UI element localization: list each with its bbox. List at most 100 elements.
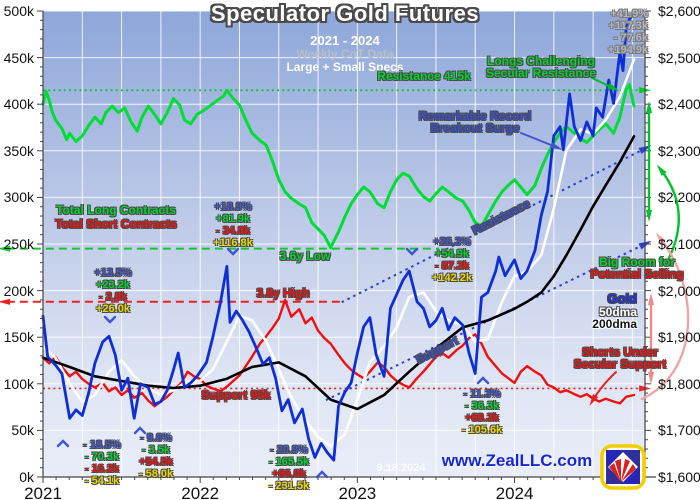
cot-extreme-marker-down bbox=[103, 315, 117, 324]
breakout-pointer-arrow bbox=[520, 132, 557, 148]
series-gold-50dma bbox=[41, 58, 636, 448]
arrow-head bbox=[656, 164, 667, 176]
annotation-line: - 36.3k bbox=[464, 400, 500, 412]
annotation-stats-current: +41.9% +117.3k - 77.6k +194.9k bbox=[608, 8, 648, 56]
annotation-line: 3.6y Low bbox=[279, 249, 331, 263]
annotation-line: Breakout Surge bbox=[430, 121, 520, 135]
annotation-stats-2021-mar: - 18.5% - 70.3k - 16.2k - 54.1k bbox=[83, 439, 121, 487]
y-left-tick-label: 350k bbox=[3, 142, 34, 159]
annotation-line: - 20.9% bbox=[270, 444, 308, 456]
title-specs: Large + Small Specs bbox=[286, 60, 404, 74]
annotation-shorts-under-label: Shorts Under Secular Support bbox=[574, 346, 667, 370]
annotation-longs-challenging-label: Longs Challenging Secular Resistance bbox=[486, 55, 596, 79]
annotation-legend-longs: Total Long Contracts bbox=[56, 204, 176, 216]
annotation-stats-2022-mar: +18.9% +81.9k - 34.8k +116.8k bbox=[213, 201, 252, 249]
annotation-line: - 34.8k bbox=[215, 225, 251, 237]
cot-extreme-marker-down bbox=[226, 247, 240, 256]
annotation-line: - 105.6k bbox=[461, 424, 503, 436]
annotation-line: - 16.2k bbox=[84, 463, 120, 475]
shorts-pointer-arrow bbox=[592, 371, 617, 401]
annotation-line: +23.2k bbox=[96, 279, 130, 291]
annotation-line: +69.3k bbox=[465, 412, 499, 424]
annotation-line: Gold bbox=[607, 291, 637, 306]
chart-date: 9.18.2024 bbox=[376, 462, 426, 474]
arrow-head bbox=[645, 209, 653, 222]
y-right-tick-label: $2,000 bbox=[658, 282, 700, 299]
page-title: Speculator Gold Futures bbox=[210, 1, 480, 26]
y-right-tick-label: $2,200 bbox=[658, 189, 700, 206]
cot-extreme-marker-up bbox=[133, 426, 147, 435]
arrow-head bbox=[647, 293, 655, 306]
arrow-head bbox=[647, 371, 655, 384]
trend-line-gold-resistance-trendline bbox=[341, 147, 646, 304]
series-total-short-contracts bbox=[41, 298, 636, 408]
arrow-head bbox=[589, 394, 599, 406]
y-left-tick-label: 300k bbox=[3, 189, 34, 206]
annotation-line: - 77.6k bbox=[613, 32, 648, 44]
annotation-line: - 18.5% bbox=[83, 439, 121, 451]
annotation-line: - 9.6% bbox=[140, 432, 172, 444]
y-left-tick-label: 100k bbox=[3, 375, 34, 392]
annotation-stats-2022-nov: - 20.9% - 165.5k +66.0k - 231.5k bbox=[269, 444, 309, 492]
annotation-line: - 70.3k bbox=[84, 451, 120, 463]
x-tick-label: 2022 bbox=[181, 484, 220, 500]
y-right-tick-label: $2,100 bbox=[658, 236, 700, 252]
y-right-tick-label: $1,600 bbox=[658, 469, 700, 485]
annotation-breakout-label: Remarkable Record Breakout Surge bbox=[419, 110, 532, 134]
annotation-line: Support 95k bbox=[201, 388, 271, 402]
annotation-stats-2023-oct: - 11.3% - 36.3k +69.3k - 105.6k bbox=[462, 388, 502, 436]
annotation-resistance-415k-label: Resistance 415k bbox=[377, 70, 470, 82]
annotation-big-room-label: Big Room for Potential Selling bbox=[590, 256, 683, 280]
arrow-head bbox=[0, 245, 10, 252]
y-right-tick-label: $2,600 bbox=[658, 3, 700, 19]
series-total-long-contracts bbox=[41, 83, 636, 250]
x-tick-label: 2021 bbox=[24, 484, 62, 500]
arrow-head bbox=[623, 12, 636, 20]
annotation-line: Total Short Contracts bbox=[55, 217, 177, 231]
annotation-line: +18.9% bbox=[214, 201, 252, 213]
annotation-legend-gold: Gold bbox=[607, 291, 637, 306]
annotation-legend-shorts: Total Short Contracts bbox=[55, 218, 177, 230]
cot-extreme-marker-up bbox=[476, 376, 490, 385]
y-right-tick-label: $1,900 bbox=[658, 329, 700, 346]
series-gold bbox=[41, 11, 636, 462]
y-left-tick-label: 400k bbox=[3, 96, 34, 113]
annotation-line: +26.0k bbox=[96, 303, 130, 315]
annotation-line: Big Room for bbox=[598, 255, 675, 269]
y-left-tick-label: 250k bbox=[3, 236, 34, 252]
annotation-line: - 54.1k bbox=[84, 475, 120, 487]
arrow-head bbox=[645, 101, 653, 114]
annotation-line: +41.9% bbox=[610, 8, 648, 20]
x-tick-label: 2023 bbox=[338, 484, 377, 500]
annotation-line: Potential Selling bbox=[590, 267, 684, 281]
y-left-tick-label: 450k bbox=[3, 49, 34, 66]
arrow-head bbox=[655, 232, 666, 244]
cot-extreme-marker-up bbox=[315, 470, 329, 479]
annotation-line: +116.8k bbox=[213, 237, 253, 249]
annotation-stats-2023-may: +26.3% +54.9k - 87.3k +142.2k bbox=[432, 236, 472, 284]
y-right-tick-label: $1,800 bbox=[658, 375, 700, 392]
annotation-line: - 87.3k bbox=[434, 260, 470, 272]
arrow-head bbox=[550, 142, 563, 150]
arrow-head bbox=[607, 82, 620, 91]
annotation-line: +54.9k bbox=[435, 248, 469, 260]
cot-extreme-marker-up bbox=[56, 439, 70, 448]
annotation-low-36y-label: 3.6y Low bbox=[280, 250, 331, 262]
annotation-line: +81.9k bbox=[216, 213, 250, 225]
x-tick-label: 2024 bbox=[495, 484, 534, 500]
annotation-line: Shorts Under bbox=[581, 345, 658, 359]
annotation-line: Secular Support bbox=[573, 357, 667, 371]
annotation-stats-2021-sep: - 9.6% - 3.5k +54.5k - 58.0k bbox=[139, 432, 173, 480]
annotation-line: 50dma bbox=[598, 305, 637, 319]
website-link[interactable]: www.ZealLLC.com bbox=[441, 451, 593, 470]
annotation-line: +13.5% bbox=[94, 267, 132, 279]
annotation-line: - 11.3% bbox=[463, 388, 501, 400]
annotation-line: Secular Resistance bbox=[485, 66, 597, 80]
y-right-tick-label: $2,300 bbox=[658, 142, 700, 159]
annotation-line: +194.9k bbox=[607, 44, 648, 56]
y-left-tick-label: 500k bbox=[3, 3, 34, 19]
title-source: Weekly CoT Data bbox=[296, 47, 394, 61]
annotation-line: - 231.5k bbox=[268, 480, 310, 492]
shorts-room-curve-arrow bbox=[640, 236, 690, 401]
